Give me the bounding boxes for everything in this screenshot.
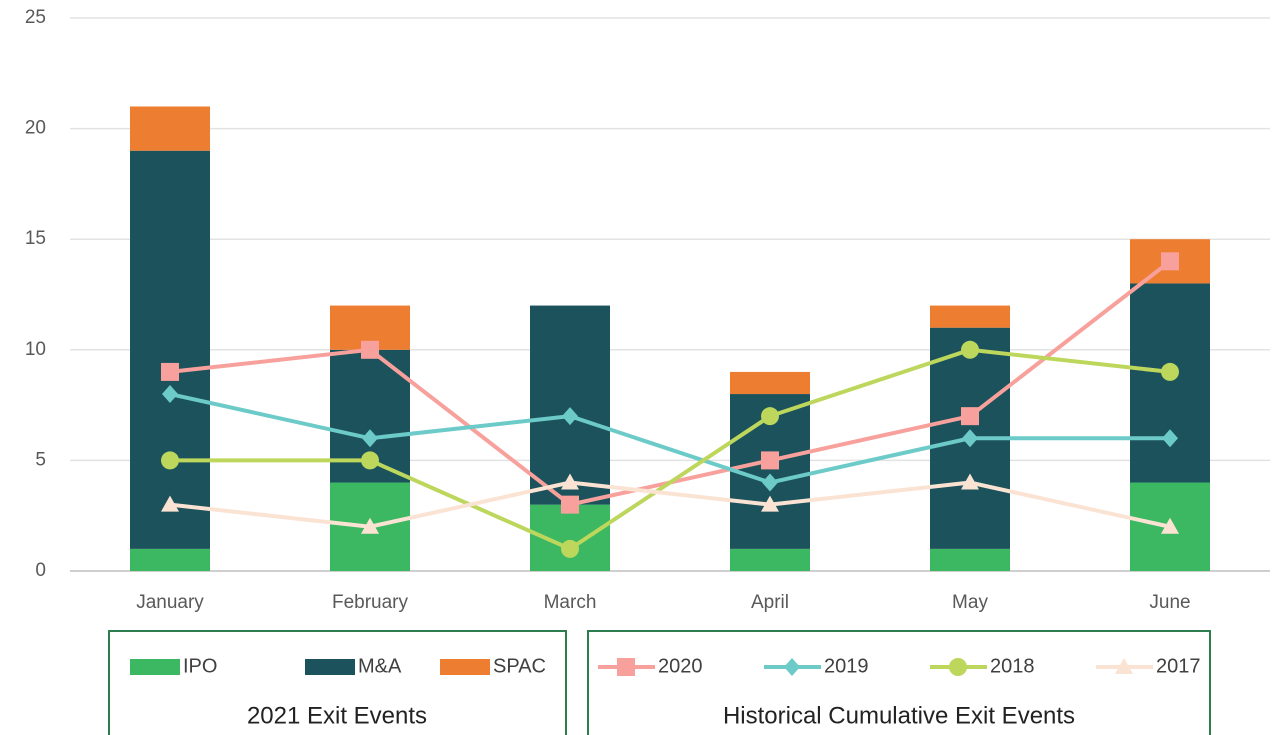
bar-segment bbox=[1130, 283, 1210, 483]
line-marker bbox=[362, 429, 378, 448]
line bbox=[170, 347, 1171, 552]
bar-segment bbox=[930, 305, 1010, 328]
bar-segment bbox=[730, 548, 810, 571]
line-marker bbox=[161, 451, 179, 470]
bar-segment bbox=[730, 371, 810, 395]
line-marker bbox=[761, 495, 779, 512]
bar-segment bbox=[130, 548, 210, 571]
line-marker bbox=[961, 473, 979, 490]
legend-marker bbox=[784, 658, 800, 676]
line-marker bbox=[961, 407, 979, 426]
y-tick-label: 10 bbox=[25, 339, 46, 360]
legend-swatch bbox=[440, 659, 490, 675]
legend-label: 2020 bbox=[658, 655, 703, 677]
legend-box bbox=[108, 630, 567, 735]
x-tick-label: March bbox=[544, 592, 597, 613]
line-marker bbox=[361, 451, 379, 470]
y-tick-label: 0 bbox=[35, 560, 46, 581]
x-tick-label: June bbox=[1149, 592, 1190, 613]
line-marker bbox=[161, 495, 179, 512]
bar-segment bbox=[530, 305, 610, 505]
line bbox=[169, 259, 1172, 507]
x-tick-label: May bbox=[952, 592, 988, 613]
legend-marker bbox=[949, 658, 967, 676]
legend-swatch bbox=[305, 659, 355, 675]
legend-marker bbox=[617, 658, 635, 676]
y-tick-label: 20 bbox=[25, 118, 46, 139]
line-marker bbox=[961, 340, 979, 359]
line-marker bbox=[1161, 362, 1179, 381]
bar-segment bbox=[130, 150, 210, 549]
y-tick-label: 5 bbox=[35, 449, 46, 470]
line-marker bbox=[361, 340, 379, 359]
line-marker bbox=[1162, 429, 1178, 448]
x-tick-label: February bbox=[332, 592, 409, 613]
line-marker bbox=[162, 385, 178, 404]
y-tick-label: 15 bbox=[25, 228, 46, 249]
line bbox=[169, 392, 1170, 485]
line-marker bbox=[561, 539, 579, 558]
legend-title: Historical Cumulative Exit Events bbox=[723, 702, 1075, 729]
legend-label: 2018 bbox=[990, 655, 1035, 677]
line-marker bbox=[962, 429, 978, 448]
line-marker bbox=[561, 495, 579, 514]
line-marker bbox=[161, 362, 179, 381]
line-marker bbox=[561, 473, 579, 490]
y-tick-label: 25 bbox=[25, 7, 46, 28]
legend-label: SPAC bbox=[493, 655, 546, 677]
line-marker bbox=[1161, 252, 1179, 271]
legend-swatch bbox=[130, 659, 180, 675]
bar-segment bbox=[130, 106, 210, 151]
legend-marker bbox=[1115, 658, 1133, 674]
legend-label: 2017 bbox=[1156, 655, 1201, 677]
line-marker bbox=[762, 473, 778, 492]
legend-label: IPO bbox=[183, 655, 217, 677]
legend-title: 2021 Exit Events bbox=[247, 702, 427, 729]
x-tick-label: January bbox=[136, 592, 204, 613]
x-tick-label: April bbox=[751, 592, 789, 613]
line-marker bbox=[761, 407, 779, 426]
line bbox=[169, 480, 1171, 529]
legend-label: 2019 bbox=[824, 655, 869, 677]
line-marker bbox=[562, 407, 578, 426]
bar-segment bbox=[930, 548, 1010, 571]
line-marker bbox=[361, 517, 379, 534]
legend-box bbox=[587, 630, 1211, 735]
line-marker bbox=[761, 451, 779, 470]
legend-label: M&A bbox=[358, 655, 402, 677]
line-marker bbox=[1161, 517, 1179, 534]
